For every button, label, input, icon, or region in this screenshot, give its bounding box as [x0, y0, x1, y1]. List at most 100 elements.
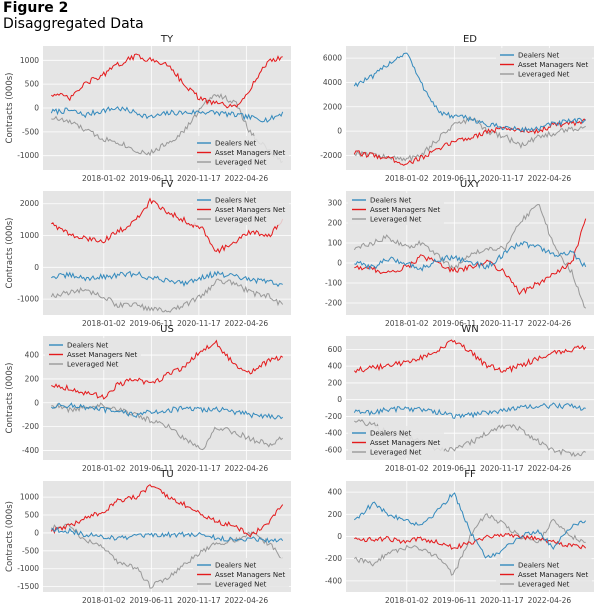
- legend-entry: Asset Managers Net: [370, 206, 440, 214]
- chart-panel-uxy: 2018-01-02 2019-06-11 2020-11-17 2022-04-26…: [325, 179, 594, 328]
- chart-panel-wn: 2018-01-02 2019-06-11 2020-11-17 2022-04-26…: [325, 324, 594, 473]
- y-axis-label: Contracts (000s): [5, 218, 15, 289]
- y-tick-label: -1500: [17, 582, 39, 591]
- y-tick-label: 4000: [323, 78, 342, 87]
- legend-entry: Dealers Net: [215, 562, 257, 570]
- y-tick-label: 0: [34, 528, 39, 537]
- y-tick-label: -200: [325, 554, 342, 563]
- y-tick-label: 600: [328, 345, 343, 354]
- chart-title: UXY: [460, 179, 481, 190]
- legend-box: [348, 426, 444, 458]
- y-tick-label: -600: [325, 445, 342, 454]
- y-tick-label: -200: [325, 412, 342, 421]
- x-tick-label: 2019-06-11: [433, 174, 477, 183]
- x-tick-label: 2019-06-11: [433, 464, 477, 473]
- y-tick-label: 2000: [20, 199, 39, 208]
- legend-box: [193, 193, 289, 225]
- x-tick-label: 2019-06-11: [130, 319, 174, 328]
- y-tick-label: 400: [25, 351, 40, 360]
- y-tick-label: 0: [34, 104, 39, 113]
- legend-entry: Asset Managers Net: [67, 351, 137, 359]
- legend-entry: Leveraged Net: [518, 71, 570, 79]
- y-axis-label: Contracts (000s): [5, 73, 15, 144]
- legend-entry: Leveraged Net: [215, 159, 267, 167]
- legend-entry: Dealers Net: [215, 197, 257, 205]
- y-tick-label: 400: [328, 488, 343, 497]
- y-tick-label: 0: [337, 395, 342, 404]
- legend-entry: Asset Managers Net: [215, 149, 285, 157]
- y-tick-label: 0: [337, 532, 342, 541]
- legend-entry: Dealers Net: [518, 562, 560, 570]
- legend-entry: Leveraged Net: [67, 361, 119, 369]
- y-tick-label: 2000: [323, 102, 342, 111]
- series-line: [353, 339, 587, 374]
- chart-title: WN: [461, 324, 478, 335]
- y-tick-label: -400: [325, 576, 342, 585]
- chart-panel-ff: 2018-01-02 2019-06-11 2020-11-17 2022-04-26…: [325, 469, 594, 605]
- x-tick-label: 2018-01-02: [385, 596, 429, 605]
- y-tick-label: 500: [25, 80, 40, 89]
- x-tick-label: 2020-11-17: [177, 464, 221, 473]
- chart-panel-us: 2018-01-02 2019-06-11 2020-11-17 2022-04-26…: [5, 324, 291, 473]
- legend-entry: Leveraged Net: [370, 449, 422, 457]
- legend-entry: Leveraged Net: [215, 216, 267, 224]
- series-line: [50, 53, 283, 109]
- series-line: [354, 240, 587, 272]
- chart-title: FF: [464, 469, 476, 480]
- y-tick-label: 500: [25, 511, 40, 520]
- legend-box: [496, 558, 592, 590]
- chart-title: TU: [159, 469, 173, 480]
- legend-box: [496, 48, 592, 80]
- x-tick-label: 2022-04-26: [225, 174, 269, 183]
- y-tick-label: 200: [328, 510, 343, 519]
- legend-entry: Leveraged Net: [518, 581, 570, 589]
- x-tick-label: 2018-01-02: [82, 319, 126, 328]
- y-tick-label: 1000: [20, 493, 39, 502]
- legend-entry: Asset Managers Net: [215, 571, 285, 579]
- x-tick-label: 2019-06-11: [433, 596, 477, 605]
- x-tick-label: 2019-06-11: [130, 174, 174, 183]
- chart-title: US: [160, 324, 174, 335]
- legend-box: [45, 338, 141, 370]
- y-tick-label: -100: [325, 279, 342, 288]
- series-line: [50, 106, 284, 123]
- y-tick-label: -2000: [320, 151, 342, 160]
- y-tick-label: 0: [337, 127, 342, 136]
- y-tick-label: 0: [34, 263, 39, 272]
- legend-box: [193, 136, 289, 168]
- x-tick-label: 2019-06-11: [130, 464, 174, 473]
- chart-title: TY: [160, 34, 174, 45]
- series-line: [354, 218, 587, 296]
- x-tick-label: 2022-04-26: [225, 464, 269, 473]
- x-tick-label: 2022-04-26: [225, 596, 269, 605]
- y-tick-label: -200: [22, 422, 39, 431]
- legend-box: [348, 193, 444, 225]
- x-tick-label: 2019-06-11: [433, 319, 477, 328]
- series-line: [50, 484, 284, 538]
- y-tick-label: -400: [22, 446, 39, 455]
- legend-entry: Asset Managers Net: [518, 571, 588, 579]
- x-tick-label: 2020-11-17: [480, 174, 524, 183]
- series-line: [50, 278, 284, 313]
- series-line: [353, 203, 587, 309]
- legend-entry: Dealers Net: [215, 140, 257, 148]
- legend-entry: Asset Managers Net: [518, 61, 588, 69]
- legend-entry: Dealers Net: [370, 430, 412, 438]
- x-tick-label: 2018-01-02: [82, 174, 126, 183]
- y-tick-label: 400: [328, 362, 343, 371]
- series-line: [51, 526, 284, 544]
- figure-label: Figure 2: [3, 0, 69, 16]
- x-tick-label: 2020-11-17: [480, 319, 524, 328]
- x-tick-label: 2018-01-02: [82, 596, 126, 605]
- y-tick-label: 1000: [20, 231, 39, 240]
- y-tick-label: 100: [328, 239, 343, 248]
- chart-panel-tu: 2018-01-02 2019-06-11 2020-11-17 2022-04-26…: [5, 469, 291, 605]
- y-tick-label: 0: [337, 259, 342, 268]
- x-tick-label: 2020-11-17: [480, 596, 524, 605]
